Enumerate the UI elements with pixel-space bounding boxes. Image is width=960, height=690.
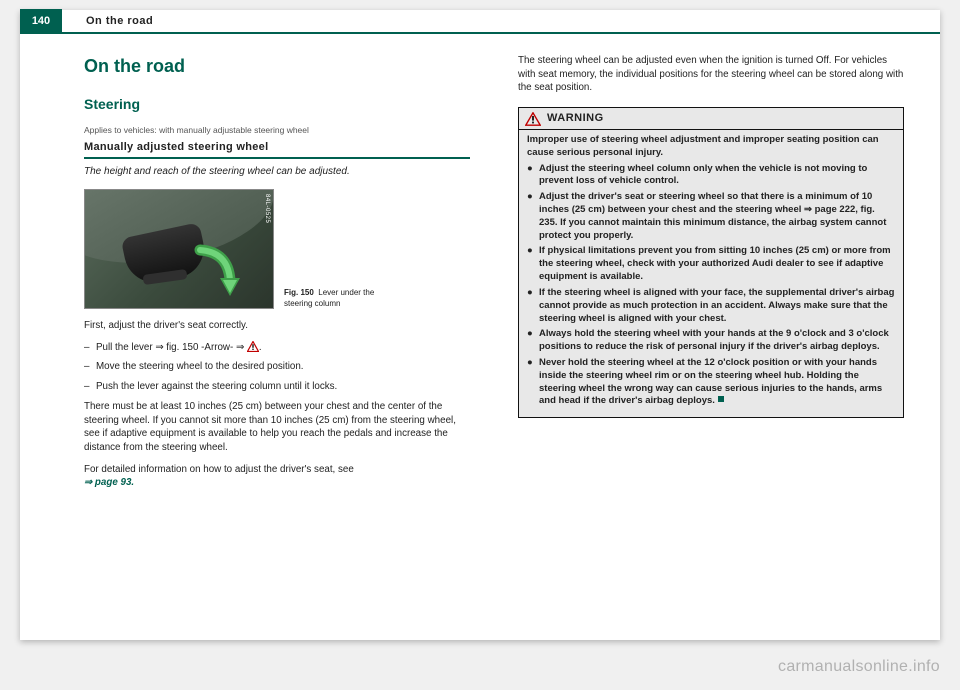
warning-triangle-icon (247, 341, 259, 352)
warning-header: WARNING (519, 108, 903, 130)
right-column: The steering wheel can be adjusted even … (518, 54, 904, 498)
watermark-text: carmanualsonline.info (778, 658, 940, 676)
step-1-text: Pull the lever ⇒ fig. 150 -Arrow- ⇒ (96, 342, 247, 353)
running-title: On the road (86, 15, 153, 27)
warning-bullet-4: ●If the steering wheel is aligned with y… (527, 287, 895, 325)
step-2-text: Move the steering wheel to the desired p… (96, 360, 304, 374)
page-number: 140 (20, 9, 62, 33)
warning-title: WARNING (547, 111, 604, 126)
warning-bullet-6: ●Never hold the steering wheel at the 12… (527, 357, 895, 408)
warning-body: Improper use of steering wheel adjustmen… (519, 130, 903, 417)
figure-steering-lever: 84L-0525 (84, 189, 274, 309)
curved-arrow-icon (190, 242, 240, 297)
content-area: On the road Steering Applies to vehicles… (20, 34, 940, 508)
page-header: 140 On the road (20, 10, 940, 34)
figure-caption-number: Fig. 150 (284, 288, 314, 297)
figure-caption: Fig. 150 Lever under the steering column (284, 288, 384, 309)
paragraph-2: For detailed information on how to adjus… (84, 463, 470, 490)
summary-text: The height and reach of the steering whe… (84, 165, 470, 179)
end-mark-icon (718, 396, 724, 402)
warning-bullet-5: ●Always hold the steering wheel with you… (527, 328, 895, 354)
warning-lead-text: Improper use of steering wheel adjustmen… (527, 134, 895, 160)
warning-bullet-1: ●Adjust the steering wheel column only w… (527, 163, 895, 189)
paragraph-1: There must be at least 10 inches (25 cm)… (84, 400, 470, 455)
step-3-text: Push the lever against the steering colu… (96, 380, 337, 394)
paragraph-2a: For detailed information on how to adjus… (84, 464, 354, 475)
warning-bullet-3: ●If physical limitations prevent you fro… (527, 245, 895, 283)
right-intro: The steering wheel can be adjusted even … (518, 54, 904, 95)
warning-bullet-2: ●Adjust the driver's seat or steering wh… (527, 191, 895, 242)
intro-text: First, adjust the driver's seat correctl… (84, 319, 470, 333)
applies-to-note: Applies to vehicles: with manually adjus… (84, 125, 470, 137)
chapter-title: On the road (84, 54, 470, 79)
page-reference: ⇒ page 93. (84, 477, 134, 488)
step-2: – Move the steering wheel to the desired… (84, 360, 470, 374)
warning-triangle-icon (525, 112, 541, 126)
step-3: – Push the lever against the steering co… (84, 380, 470, 394)
section-title: Steering (84, 95, 470, 115)
subsection-title: Manually adjusted steering wheel (84, 140, 470, 159)
figure-row: 84L-0525 Fig. 150 Lever under the steeri… (84, 189, 470, 309)
left-column: On the road Steering Applies to vehicles… (84, 54, 470, 498)
figure-code-label: 84L-0525 (263, 194, 271, 223)
step-1: – Pull the lever ⇒ fig. 150 -Arrow- ⇒ . (84, 341, 470, 355)
warning-box: WARNING Improper use of steering wheel a… (518, 107, 904, 418)
